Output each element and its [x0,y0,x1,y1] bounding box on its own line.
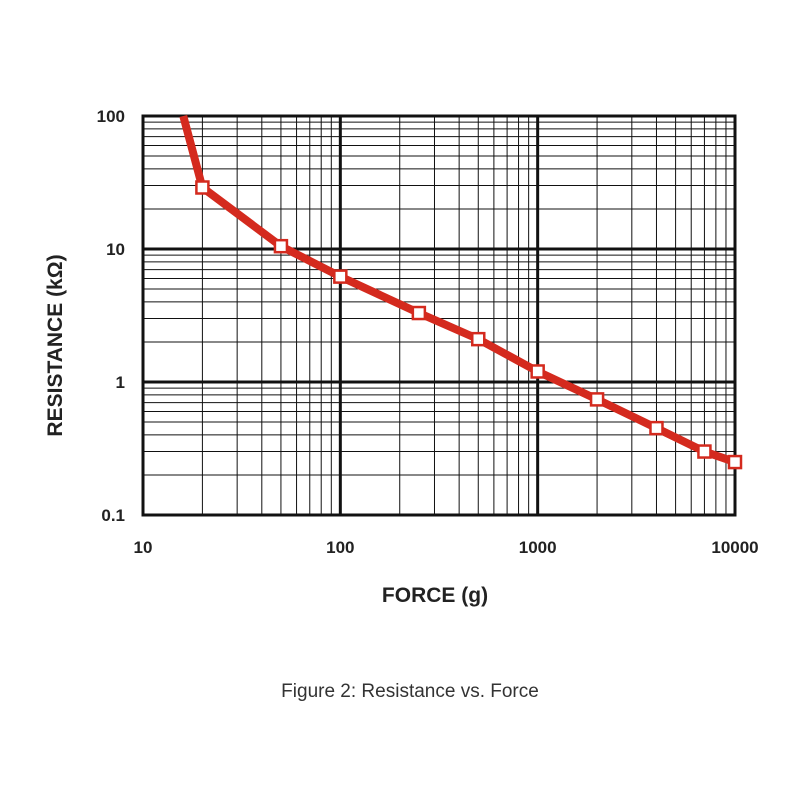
plot-frame [141,114,737,517]
major-gridlines [141,116,735,517]
x-tick-label: 1000 [519,538,557,557]
data-series [179,114,743,470]
y-tick-label: 100 [97,107,125,126]
data-point-marker [649,420,664,436]
data-point-marker [273,238,289,254]
x-tick-labels: 10 100 1000 10000 [134,538,759,557]
data-point-marker [195,180,210,195]
data-point-marker [471,331,486,347]
y-tick-labels: 0.1 1 10 100 [97,107,125,525]
data-point-marker [697,444,712,459]
x-tick-label: 10000 [711,538,758,557]
y-axis-title: RESISTANCE (kΩ) [44,254,67,436]
y-tick-label: 0.1 [101,506,125,525]
data-point-marker [727,454,743,470]
x-tick-label: 100 [326,538,354,557]
y-tick-label: 1 [116,373,125,392]
y-tick-label: 10 [106,240,125,259]
x-axis-title: FORCE (g) [382,584,488,607]
data-point-marker [589,392,605,407]
figure-caption: Figure 2: Resistance vs. Force [281,681,539,702]
data-point-marker [333,269,348,284]
data-point-marker [530,364,545,379]
minor-gridlines [143,116,735,515]
x-tick-label: 10 [134,538,153,557]
data-point-marker [411,305,427,321]
